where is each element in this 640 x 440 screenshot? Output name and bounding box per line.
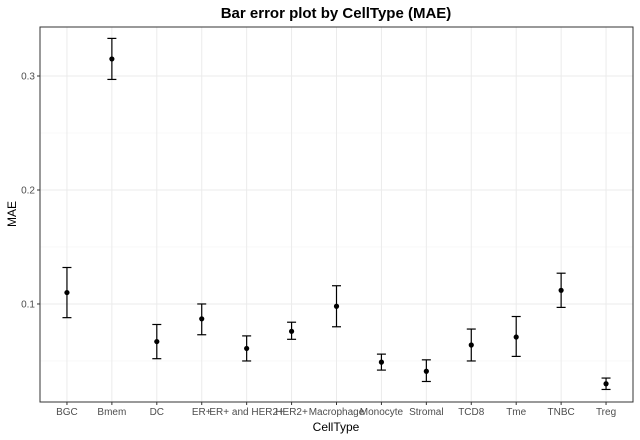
data-point [333,303,340,309]
grid [40,27,633,402]
y-tick-label: 0.2 [21,185,35,196]
data-point [378,359,385,365]
data-point [288,328,295,334]
data-point [423,368,429,374]
data-point [513,334,519,340]
data-point [244,345,250,352]
x-axis-title: CellType [313,420,360,434]
x-tick-label: ER+ [192,407,212,418]
y-axis-title: MAE [5,201,19,227]
data-point [109,56,115,62]
y-tick-label: 0.3 [21,72,35,83]
data-point [468,342,474,348]
x-tick-label: HER2+ [275,407,308,418]
x-tick-label: Monocyte [360,407,404,418]
y-axis: 0.1 0.2 0.3 [21,72,40,310]
x-tick-label: BGC [56,407,78,418]
x-axis: BGC Bmem DC ER+ER+ and HER2+HER2+ Macrophage… [56,402,616,418]
x-tick-label: Stromal [409,407,443,418]
data-point [154,338,160,345]
x-tick-label: Treg [596,407,616,418]
x-tick-label: ER+ and HER2+ [209,407,284,418]
x-tick-label: Tme [506,407,526,418]
x-tick-label: TNBC [548,407,575,418]
data-point [603,381,609,387]
data-points [64,56,609,387]
x-tick-label: DC [150,407,164,418]
data-point [558,287,564,293]
chart-title: Bar error plot by CellType (MAE) [221,5,452,22]
data-point [199,316,205,322]
x-tick-label: Bmem [97,407,126,418]
y-tick-label: 0.1 [21,299,35,310]
x-tick-label: Macrophage [309,407,365,418]
x-tick-label: TCD8 [458,407,485,418]
data-point [64,289,70,296]
